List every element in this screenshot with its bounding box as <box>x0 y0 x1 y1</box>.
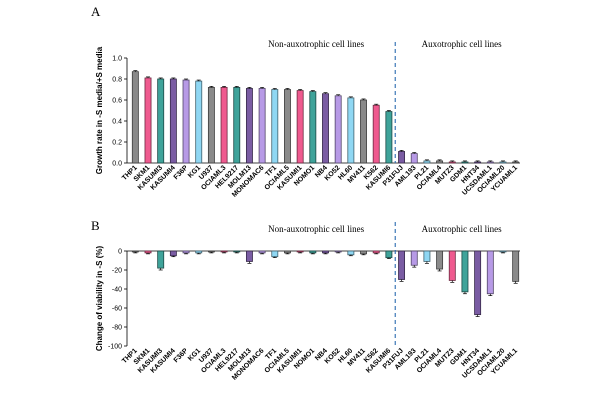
y-tick-label: -40 <box>112 287 122 294</box>
bar-gdm1 <box>461 161 469 164</box>
bar-kasumi3 <box>157 250 165 269</box>
region-label-non-auxotrophic: Non-auxotrophic cell lines <box>268 224 364 234</box>
bar-skm1 <box>144 77 152 164</box>
bar-hel9217 <box>233 250 241 253</box>
bar-hnt34 <box>474 161 482 164</box>
bar-kasumi4 <box>169 78 177 164</box>
bar-f36p <box>182 79 190 164</box>
bar-kasumi6 <box>385 111 393 164</box>
bar-kasumi3 <box>157 78 165 164</box>
bar-gdm1 <box>461 250 469 293</box>
bar-ociaml20 <box>499 161 507 164</box>
y-tick-label: 0.0 <box>112 161 122 168</box>
bar-kasumi1 <box>296 250 304 253</box>
y-tick-label: 0 <box>118 249 122 256</box>
bar-mutz3 <box>448 161 456 164</box>
bar-mutz3 <box>448 250 456 281</box>
bar-p31fuj <box>398 151 406 164</box>
bar-kasumi1 <box>296 90 304 164</box>
bar-ucsdaml1 <box>486 250 494 295</box>
region-label-auxotrophic: Auxotrophic cell lines <box>422 39 502 49</box>
bar-hl60 <box>347 250 355 256</box>
bar-nb4 <box>322 250 329 254</box>
bar-monomac6 <box>258 250 266 254</box>
y-tick-label: 0.4 <box>112 119 122 126</box>
bar-nomo1 <box>309 250 317 254</box>
bar-ociaml4 <box>436 160 444 164</box>
bar-hel9217 <box>233 87 241 164</box>
bar-aml193 <box>410 153 418 164</box>
bar-kasumi6 <box>385 250 393 259</box>
bar-kasumi4 <box>169 250 177 257</box>
y-tick-label: 0.6 <box>112 98 122 105</box>
y-tick-label: 0.8 <box>112 77 122 84</box>
bar-pl21 <box>423 160 431 164</box>
bar-mv411 <box>360 99 367 164</box>
bar-ko52 <box>334 95 342 164</box>
bar-ociaml20 <box>499 250 507 253</box>
bar-molm13 <box>245 88 253 164</box>
bar-f36p <box>182 250 190 254</box>
bar-ko52 <box>334 250 342 253</box>
bar-hnt34 <box>474 250 482 316</box>
bar-ociaml3 <box>220 87 228 164</box>
y-tick-label: -60 <box>112 306 122 313</box>
bar-hl60 <box>347 97 355 164</box>
bar-p31fuj <box>398 250 406 280</box>
bar-k562 <box>372 104 380 164</box>
bar-thp1 <box>131 250 139 253</box>
panel-label: A <box>91 4 101 19</box>
bar-tf1 <box>271 250 279 258</box>
bar-thp1 <box>131 71 139 164</box>
x-tick-label: F36P <box>173 347 190 364</box>
bar-ociaml4 <box>436 250 444 270</box>
x-tick-label: F36P <box>173 164 190 181</box>
bar-aml193 <box>410 250 418 266</box>
bar-nomo1 <box>309 91 317 164</box>
bar-mv411 <box>360 250 367 255</box>
bar-molm13 <box>245 250 253 262</box>
bar-k562 <box>372 250 380 254</box>
y-axis-label: Growth rate in -S media/+S media <box>95 46 104 174</box>
bar-ociaml5 <box>284 89 291 164</box>
bar-pl21 <box>423 250 431 262</box>
y-tick-label: -100 <box>108 344 122 351</box>
panel-label: B <box>91 218 100 233</box>
y-tick-label: -20 <box>112 268 122 275</box>
bar-ociaml5 <box>284 250 291 254</box>
y-axis-label: Change of viability in -S (%) <box>95 245 104 351</box>
bar-nb4 <box>322 93 329 164</box>
region-label-non-auxotrophic: Non-auxotrophic cell lines <box>268 39 364 49</box>
bar-ycuaml1 <box>512 161 520 164</box>
panel-b: B 0 -20 -40 -60 -80 -100 Change of viability in… <box>91 218 520 382</box>
bar-kg1 <box>195 250 203 254</box>
panel-a: A 0.0 0.2 0.4 0.6 0.8 1.0 Growth rate in -S med… <box>91 4 520 199</box>
bar-u937 <box>207 250 215 253</box>
y-tick-label: 1.0 <box>112 56 122 63</box>
bar-kg1 <box>195 80 203 164</box>
bar-ycuaml1 <box>512 250 520 282</box>
y-tick-label: 0.2 <box>112 140 122 147</box>
bar-u937 <box>207 87 215 164</box>
y-tick-label: -80 <box>112 325 122 332</box>
bar-ociaml3 <box>220 250 228 253</box>
bar-ucsdaml1 <box>486 161 494 164</box>
bar-tf1 <box>271 89 279 164</box>
region-label-auxotrophic: Auxotrophic cell lines <box>422 224 502 234</box>
bar-skm1 <box>144 250 152 254</box>
bar-monomac6 <box>258 88 266 164</box>
